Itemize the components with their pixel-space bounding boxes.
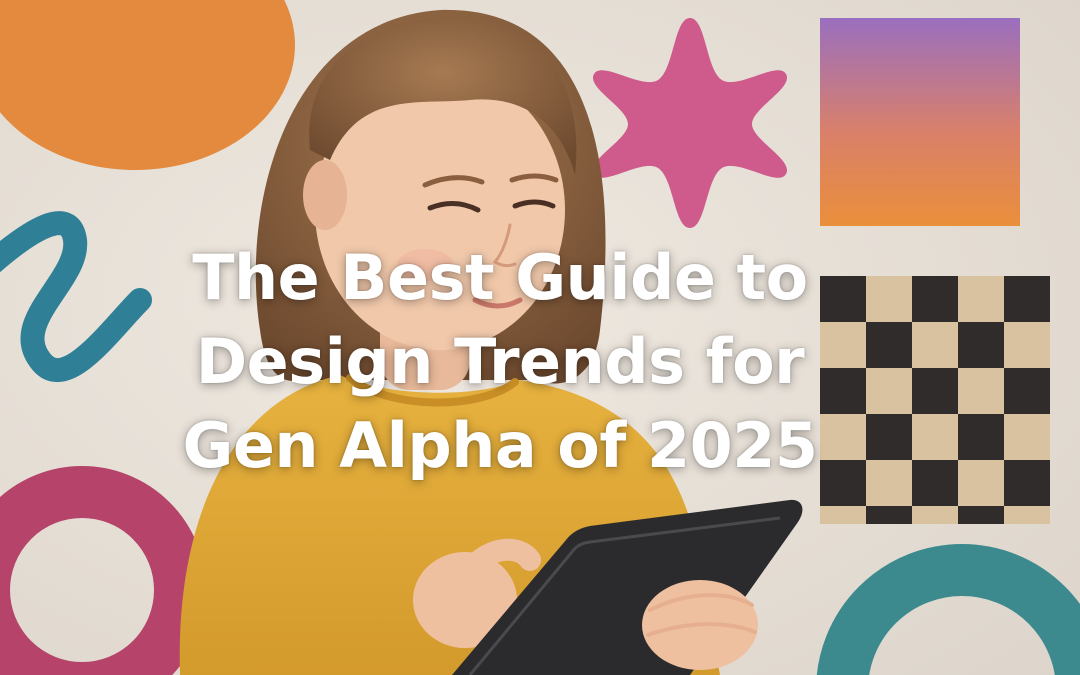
girl-right-eye bbox=[512, 199, 556, 209]
checkerboard-shape bbox=[820, 276, 1050, 524]
headline-line-2: Design Trends for bbox=[195, 325, 805, 398]
headline-line-1: The Best Guide to bbox=[192, 241, 808, 314]
girl-bangs bbox=[309, 17, 577, 175]
gradient-square-shape bbox=[820, 18, 1020, 226]
girl-face bbox=[315, 70, 565, 350]
headline: The Best Guide to Design Trends for Gen … bbox=[120, 236, 880, 488]
girl-mouth bbox=[472, 297, 523, 309]
girl-left-hand bbox=[413, 552, 517, 648]
teal-squiggle-shape bbox=[0, 211, 152, 382]
pink-star-shape bbox=[592, 18, 788, 228]
girl-ear bbox=[303, 160, 347, 230]
orange-blob-shape bbox=[0, 0, 295, 170]
girl-left-eye bbox=[427, 201, 481, 213]
teal-arc-shape bbox=[816, 544, 1080, 675]
pink-ring-shape bbox=[0, 466, 206, 675]
headline-line-3: Gen Alpha of 2025 bbox=[182, 409, 818, 482]
